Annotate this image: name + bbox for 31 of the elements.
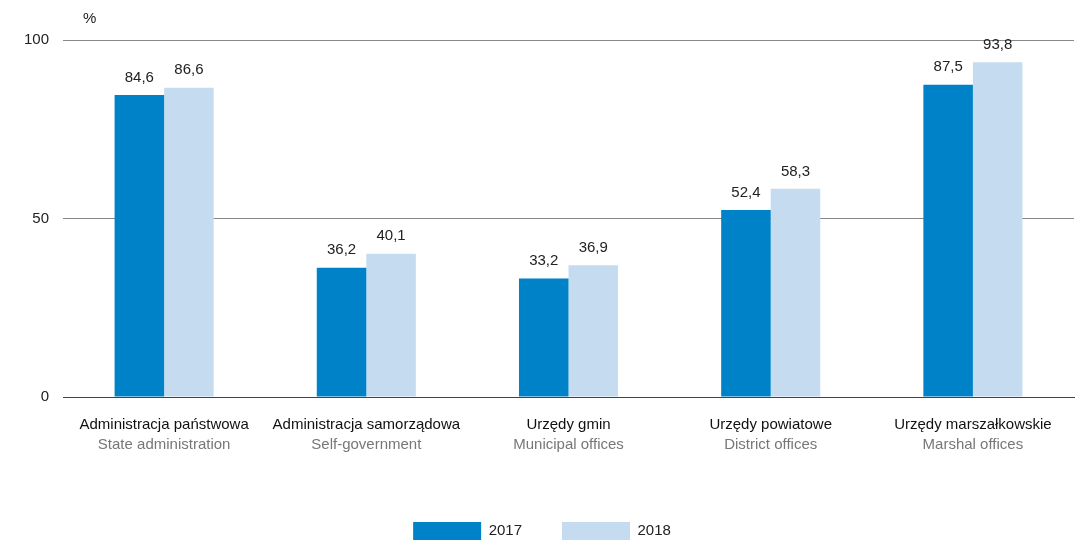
bar [923,84,973,397]
data-label: 93,8 [983,34,1013,52]
x-tick-label: Urzędy marszałkowskie Marshal offices [894,414,1052,452]
x-tick-label: Administracja samorządowa Self-government [272,414,461,452]
bar [972,62,1023,397]
data-label: 58,3 [780,161,811,179]
y-tick-label: 0 [40,387,50,405]
data-label: 36,2 [326,240,357,258]
data-label: 86,6 [174,60,204,78]
y-tick-label: 100 [24,30,50,48]
bar [366,253,416,397]
bar [316,267,367,397]
data-label: 87,5 [933,57,963,75]
bar [114,94,165,397]
x-tick-label: Urzędy powiatowe District offices [709,414,832,452]
data-label: 36,9 [578,237,608,255]
bar [770,188,821,397]
data-label: 40,1 [376,226,406,244]
data-label: 84,6 [124,67,154,85]
legend-label: 2018 [637,521,671,539]
bar [721,209,771,397]
x-tick-label: Urzędy gmin Municipal offices [513,414,624,452]
data-label: 52,4 [731,182,761,200]
y-tick-label: 50 [32,208,50,226]
bar [568,265,619,397]
bar [518,278,569,397]
x-tick-label: Administracja państwowa State administration [79,414,250,452]
legend-label: 2017 [488,521,523,539]
y-axis-title: % [83,8,97,26]
bar [164,87,214,397]
data-label: 33,2 [529,251,559,269]
